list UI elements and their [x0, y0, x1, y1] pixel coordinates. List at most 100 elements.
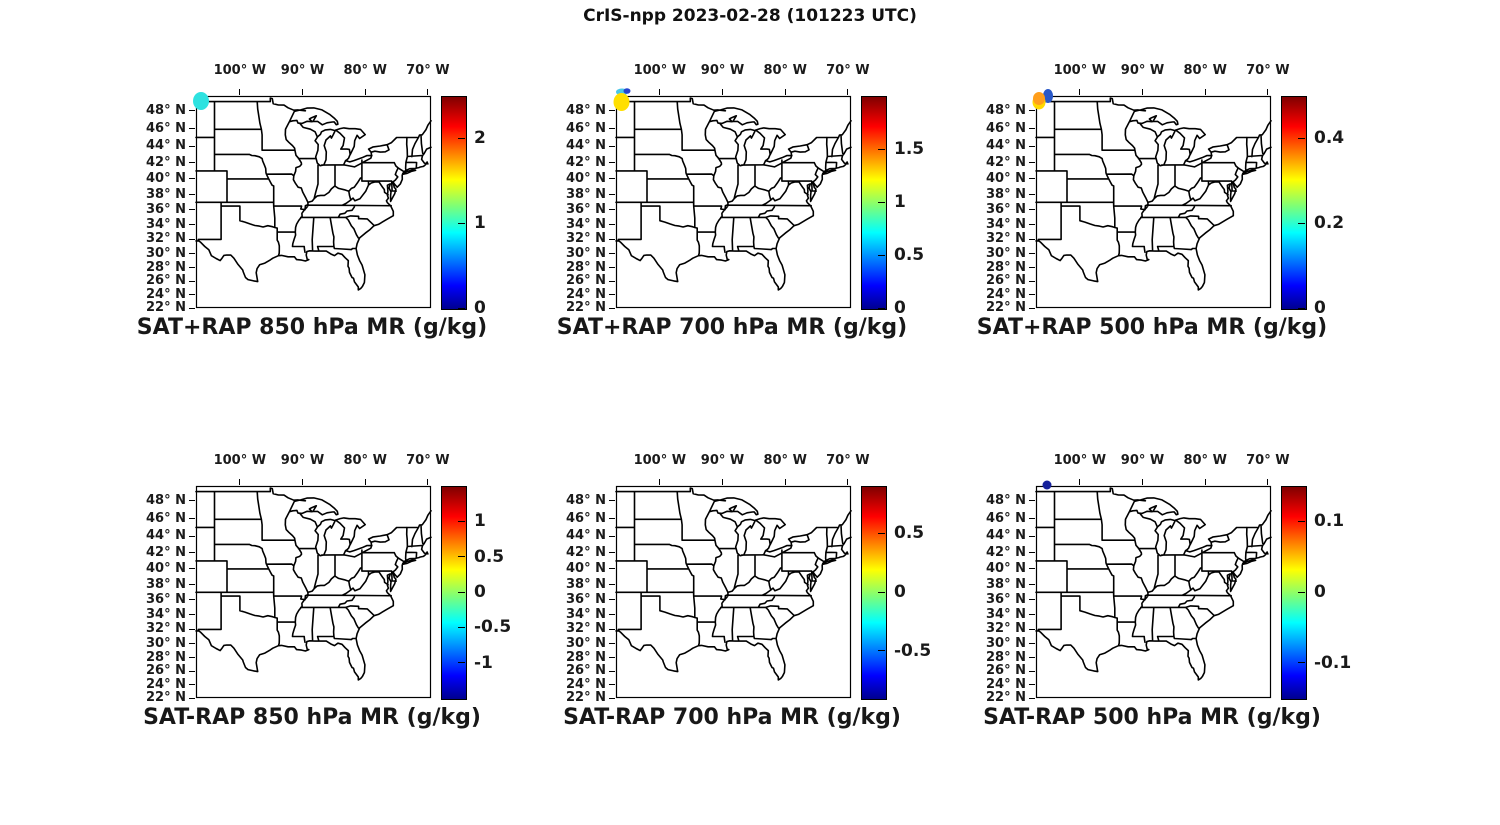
us-states-map [1032, 89, 1272, 309]
lon-tick-label: 100° W [213, 63, 267, 78]
lat-tick-label: 46° N [566, 510, 606, 526]
lat-tick-label: 24° N [566, 286, 606, 302]
lat-tick-mark [1029, 128, 1035, 130]
lat-tick-mark [189, 307, 195, 309]
lat-tick-label: 34° N [986, 216, 1026, 232]
lon-tick-label: 90° W [1120, 453, 1165, 468]
lat-tick-label: 26° N [146, 273, 186, 289]
lat-tick-mark [609, 535, 615, 537]
lon-tick-label: 70° W [1246, 453, 1290, 468]
colorbar-tick-mark [878, 532, 885, 534]
lon-tick-label: 80° W [763, 453, 807, 468]
lat-tick-mark [189, 253, 195, 255]
lat-tick-label: 28° N [146, 259, 186, 275]
lat-tick-mark [609, 500, 615, 502]
lon-tick-mark [1142, 89, 1144, 95]
lon-tick-mark [302, 89, 304, 95]
lon-tick-label: 100° W [1053, 63, 1107, 78]
us-states-map [615, 485, 852, 699]
panel-sat-minus-rap-850: SAT-RAP 850 hPa MR (g/kg) 100° W 90° W 80°… [143, 453, 511, 730]
lat-tick-label: 48° N [566, 492, 606, 508]
panel-title: SAT+RAP 850 hPa MR (g/kg) [136, 315, 488, 340]
lat-tick-mark [189, 614, 195, 616]
state-boundaries [195, 97, 432, 291]
colorbar-tick-mark [458, 591, 465, 593]
lon-tick-label: 100° W [633, 453, 687, 468]
lat-tick-label: 44° N [566, 138, 606, 153]
lon-tick-label: 90° W [280, 63, 325, 78]
colorbar-tick-label: 1 [894, 192, 906, 212]
satellite-retrieval-patch [613, 93, 630, 111]
lat-tick-label: 44° N [146, 138, 186, 153]
colorbar-tick-label: 0.4 [1314, 128, 1345, 149]
lat-tick-mark [1029, 684, 1035, 686]
colorbar-tick-mark [1298, 137, 1305, 139]
us-states-map [193, 92, 432, 309]
lat-tick-mark [609, 194, 615, 196]
lat-tick-label: 40° N [566, 170, 606, 186]
lat-tick-label: 22° N [986, 690, 1026, 705]
lat-tick-label: 46° N [146, 120, 186, 136]
lat-tick-label: 38° N [146, 576, 186, 592]
state-boundaries [615, 487, 852, 681]
lat-tick-mark [609, 253, 615, 255]
colorbar-tick-label: 0 [894, 582, 906, 602]
lat-tick-label: 48° N [146, 492, 186, 508]
panel-sat-plus-rap-500: SAT+RAP 500 hPa MR (g/kg) 100° W 90° W 80°… [977, 63, 1344, 340]
lat-tick-label: 30° N [986, 245, 1026, 261]
lon-tick-mark [239, 479, 241, 485]
lat-tick-mark [1029, 238, 1035, 240]
lat-tick-label: 36° N [146, 591, 186, 607]
lat-tick-label: 46° N [146, 510, 186, 526]
lon-tick-label: 90° W [280, 453, 325, 468]
lon-tick-mark [427, 479, 429, 485]
lat-tick-label: 38° N [986, 186, 1026, 202]
colorbar-tick-mark [1298, 520, 1305, 522]
lon-tick-mark [364, 479, 366, 485]
satellite-retrieval-patch [1042, 480, 1052, 490]
colorbar-tick-mark [878, 307, 885, 309]
lat-tick-mark [609, 684, 615, 686]
colorbar-tick-label: -0.1 [1314, 652, 1352, 673]
lat-tick-label: 48° N [986, 492, 1026, 508]
lon-tick-label: 100° W [633, 63, 687, 78]
us-states-map [613, 88, 852, 309]
lat-tick-label: 42° N [566, 544, 606, 560]
map-frame [615, 95, 852, 309]
lon-tick-label: 80° W [343, 63, 387, 78]
panel-sat-plus-rap-850: SAT+RAP 850 hPa MR (g/kg) 100° W 90° W 80°… [137, 63, 487, 340]
lat-tick-mark [189, 194, 195, 196]
colorbar-tick-mark [458, 556, 465, 558]
map-frame [1035, 95, 1272, 309]
colorbar-tick-mark [878, 650, 885, 652]
lat-tick-label: 36° N [986, 201, 1026, 217]
colorbar-tick-mark [878, 591, 885, 593]
colorbar-tick-mark [1298, 662, 1305, 664]
lon-tick-mark [364, 89, 366, 95]
lat-tick-mark [1029, 280, 1035, 282]
lat-tick-mark [609, 209, 615, 211]
colorbar [1281, 96, 1307, 310]
lat-tick-mark [1029, 307, 1035, 309]
lat-tick-label: 22° N [986, 300, 1026, 315]
panel-title: SAT-RAP 500 hPa MR (g/kg) [983, 705, 1321, 730]
colorbar-tick-label: 1 [474, 511, 486, 532]
lat-tick-label: 46° N [986, 120, 1026, 136]
lon-tick-mark [1204, 89, 1206, 95]
lat-tick-label: 40° N [986, 170, 1026, 186]
lon-tick-label: 100° W [1053, 453, 1107, 468]
lat-tick-mark [189, 209, 195, 211]
lat-tick-label: 24° N [566, 676, 606, 692]
lat-tick-mark [1029, 145, 1035, 147]
colorbar-tick-label: 2 [474, 128, 486, 149]
lat-tick-label: 46° N [566, 120, 606, 136]
lat-tick-mark [189, 110, 195, 112]
panel-sat-minus-rap-500: SAT-RAP 500 hPa MR (g/kg) 100° W 90° W 80°… [983, 453, 1351, 730]
lon-tick-label: 90° W [1120, 63, 1165, 78]
lat-tick-mark [609, 670, 615, 672]
map-frame [195, 485, 432, 699]
lat-tick-label: 34° N [146, 606, 186, 622]
lat-tick-mark [609, 599, 615, 601]
satellite-retrieval-patch [1033, 92, 1045, 105]
